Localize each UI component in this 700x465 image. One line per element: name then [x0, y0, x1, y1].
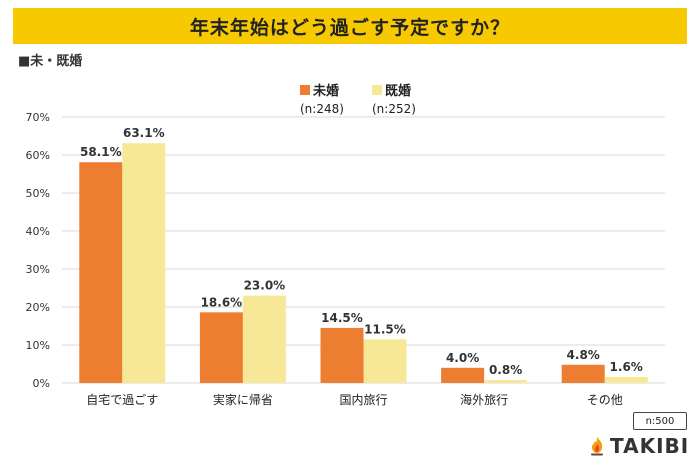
x-tick-label: その他 — [587, 393, 623, 407]
data-label: 18.6% — [201, 295, 243, 309]
data-label: 23.0% — [244, 279, 286, 293]
data-label: 4.8% — [567, 348, 600, 362]
legend-label-unmarried: 未婚 — [313, 84, 340, 99]
bar — [561, 364, 605, 383]
chart-subtitle: ■未・既婚 — [18, 54, 83, 69]
legend-item-married: 既婚 — [372, 80, 430, 99]
sample-size-note: n:500 — [633, 412, 687, 430]
bar — [363, 339, 407, 383]
legend-swatch-unmarried — [300, 84, 310, 95]
data-label: 1.6% — [610, 360, 643, 374]
bar — [320, 327, 364, 383]
y-tick-label: 60% — [26, 149, 50, 162]
data-label: 63.1% — [123, 126, 165, 140]
brand-logo: TAKIBI — [588, 434, 689, 458]
flame-icon — [591, 437, 603, 456]
y-tick-label: 0% — [33, 377, 50, 390]
bar — [604, 376, 648, 383]
title-bar: 年末年始はどう過ごす予定ですか？ — [13, 8, 687, 44]
bar — [242, 295, 286, 383]
legend-n-married: (n:252) — [372, 102, 416, 116]
legend-swatch-married — [372, 84, 382, 95]
data-label: 58.1% — [80, 145, 122, 159]
legend-label-married: 既婚 — [385, 84, 412, 99]
x-tick-label: 実家に帰省 — [213, 392, 273, 407]
data-label: 11.5% — [364, 322, 406, 336]
bar — [199, 312, 243, 383]
bar — [122, 143, 166, 383]
y-tick-label: 20% — [26, 301, 50, 314]
data-label: 0.8% — [489, 363, 522, 377]
bar — [441, 367, 485, 383]
data-label: 14.5% — [321, 311, 363, 325]
bar — [79, 162, 123, 383]
legend-item-unmarried: 未婚 — [300, 80, 358, 99]
y-tick-label: 30% — [26, 263, 50, 276]
data-label: 4.0% — [446, 351, 479, 365]
brand-name: TAKIBI — [610, 434, 690, 458]
bar — [484, 379, 528, 383]
x-tick-label: 国内旅行 — [339, 393, 387, 407]
legend-n-unmarried: (n:248) — [300, 102, 344, 116]
y-tick-label: 50% — [26, 187, 50, 200]
chart-title: 年末年始はどう過ごす予定ですか？ — [189, 16, 511, 39]
y-tick-label: 70% — [26, 111, 50, 124]
y-tick-label: 40% — [26, 225, 50, 238]
x-tick-label: 自宅で過ごす — [86, 392, 158, 407]
x-tick-label: 海外旅行 — [460, 392, 508, 407]
y-tick-label: 10% — [26, 339, 50, 352]
legend: 未婚 既婚 (n:248) (n:252) — [300, 80, 430, 116]
